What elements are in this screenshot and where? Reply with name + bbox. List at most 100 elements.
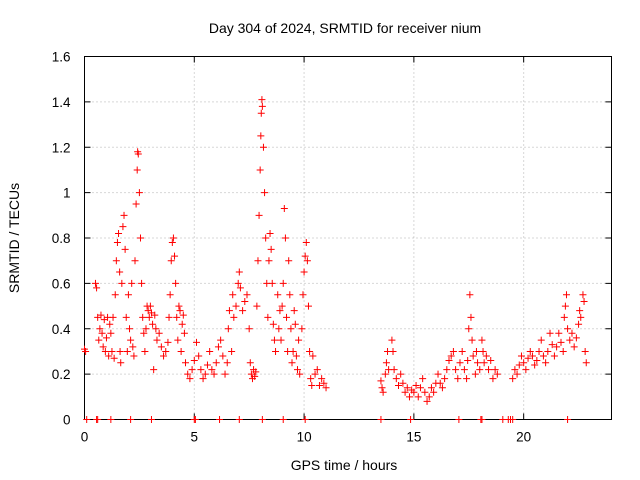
data-point — [572, 334, 580, 342]
data-point — [176, 307, 184, 315]
data-point — [311, 370, 319, 378]
data-point — [107, 416, 115, 423]
data-point — [482, 352, 490, 360]
data-point — [121, 245, 129, 253]
data-point — [562, 291, 570, 299]
data-point — [130, 352, 138, 360]
data-point — [166, 291, 174, 299]
data-point — [234, 279, 242, 287]
data-point — [101, 347, 109, 355]
data-point — [427, 384, 435, 392]
data-point — [379, 388, 387, 396]
data-point — [172, 279, 180, 287]
data-point — [118, 279, 126, 287]
data-point — [179, 311, 187, 319]
data-points — [81, 96, 590, 423]
data-point — [478, 336, 486, 344]
data-point — [550, 352, 558, 360]
data-point — [269, 320, 277, 328]
data-point — [491, 366, 499, 374]
data-point — [199, 375, 207, 383]
data-point — [96, 325, 104, 333]
data-point — [293, 366, 301, 374]
data-point — [564, 416, 572, 423]
data-point — [279, 279, 287, 287]
data-point — [301, 416, 309, 423]
data-point — [221, 370, 229, 378]
data-point — [320, 379, 328, 387]
data-point — [546, 329, 554, 337]
data-point — [579, 291, 587, 299]
data-point — [403, 384, 411, 392]
data-point — [102, 334, 110, 342]
data-point — [243, 291, 251, 299]
data-point — [513, 370, 521, 378]
data-point — [105, 352, 113, 360]
data-point — [286, 291, 294, 299]
y-axis-label: SRMTID / TECUs — [6, 183, 22, 293]
data-point — [150, 366, 158, 374]
data-point — [210, 370, 218, 378]
data-point — [283, 313, 291, 321]
data-point — [511, 366, 519, 374]
data-point — [135, 189, 143, 197]
data-point — [471, 370, 479, 378]
data-point — [146, 302, 154, 310]
data-point — [580, 298, 588, 306]
data-point — [564, 325, 572, 333]
data-point — [410, 388, 418, 396]
data-point — [214, 343, 222, 351]
data-point — [141, 347, 149, 355]
data-point — [414, 393, 422, 401]
data-point — [468, 336, 476, 344]
data-point — [95, 336, 103, 344]
data-point — [256, 166, 264, 174]
data-point — [322, 384, 330, 392]
data-point — [388, 336, 396, 344]
data-point — [116, 347, 124, 355]
data-point — [465, 325, 473, 333]
data-point — [230, 313, 238, 321]
data-point — [255, 211, 263, 219]
data-point — [208, 366, 216, 374]
data-point — [109, 313, 117, 321]
data-point — [275, 325, 283, 333]
data-point — [177, 347, 185, 355]
data-point — [239, 307, 247, 315]
data-point — [165, 313, 173, 321]
data-point — [235, 416, 243, 423]
data-point — [553, 343, 561, 351]
data-point — [115, 229, 123, 237]
data-point — [533, 357, 541, 365]
y-tick-label: 0.4 — [52, 322, 71, 337]
data-point — [232, 302, 240, 310]
x-axis-label: GPS time / hours — [291, 457, 398, 473]
data-point — [460, 366, 468, 374]
data-point — [493, 370, 501, 378]
data-point — [164, 338, 172, 346]
data-point — [192, 338, 200, 346]
data-point — [188, 366, 196, 374]
data-point — [464, 357, 472, 365]
y-tick-label: 0.6 — [52, 276, 71, 291]
data-point — [82, 347, 90, 355]
data-point — [127, 336, 135, 344]
data-point — [162, 347, 170, 355]
data-point — [145, 313, 153, 321]
data-point — [258, 96, 266, 104]
data-point — [169, 234, 177, 242]
data-point — [110, 354, 118, 362]
data-point — [252, 368, 260, 376]
data-point — [98, 329, 106, 337]
data-point — [224, 325, 232, 333]
data-point — [127, 416, 135, 423]
data-point — [441, 375, 449, 383]
data-point — [539, 352, 547, 360]
data-point — [287, 325, 295, 333]
data-point — [302, 239, 310, 247]
data-point — [155, 329, 163, 337]
data-point — [313, 366, 321, 374]
data-point — [136, 234, 144, 242]
data-point — [94, 416, 102, 423]
data-point — [542, 359, 550, 367]
